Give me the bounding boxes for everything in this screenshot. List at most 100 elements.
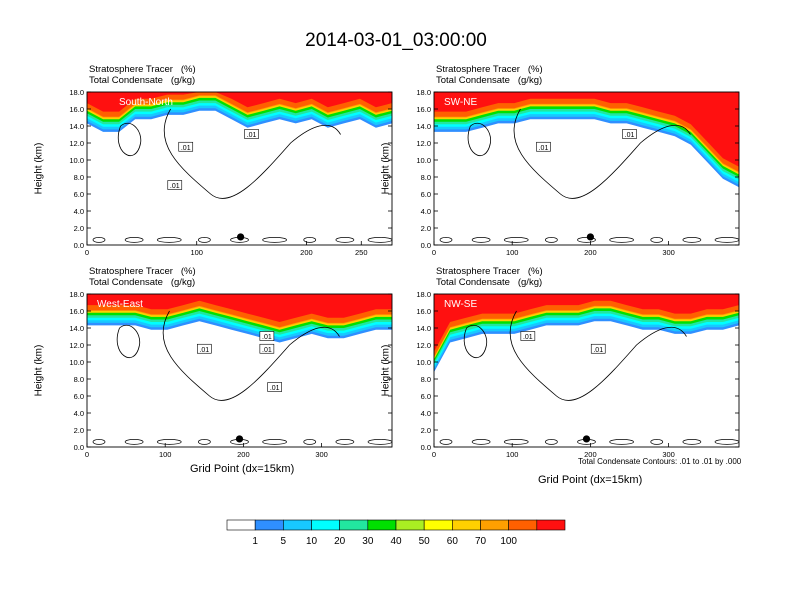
- y-tick-label: 16.0: [69, 307, 84, 316]
- x-tick-label: 0: [432, 248, 436, 257]
- x-tick-label: 100: [506, 450, 519, 459]
- y-tick-label: 18.0: [69, 88, 84, 97]
- plot-area: .01 .01 .01 0.0 2.0 4.0 6.0 8.0 10.0 12.0 14.0 16.0…: [69, 88, 393, 257]
- condensate-contour: [682, 237, 702, 243]
- contour-label: .01: [262, 347, 272, 354]
- contour-label-box: [244, 129, 259, 139]
- x-tick-label: 200: [300, 248, 313, 257]
- colorbar-swatch: [339, 519, 369, 531]
- condensate-contour: [503, 439, 529, 445]
- figure-title: 2014-03-01_03:00:00: [305, 30, 487, 51]
- x-tick-label: 300: [662, 248, 675, 257]
- plot-area: .01 .01 .01 .01 0.0 2.0 4.0 6.0 8.0 10.0 12.0 14.0 1…: [69, 290, 393, 459]
- y-axis-label: Height (km): [380, 344, 392, 396]
- condensate-contour: [262, 237, 287, 243]
- colorbar: 1 5 10 20 30 40 50 60 70 100: [226, 519, 566, 547]
- y-tick-label: 12.0: [69, 139, 84, 148]
- x-tick-label: 100: [159, 450, 172, 459]
- x-tick-label: 200: [584, 248, 597, 257]
- contour-label-box: [590, 343, 606, 354]
- panel-south-north: Stratosphere Tracer (%) Total Condensate …: [33, 64, 393, 257]
- y-tick-label: 14.0: [416, 122, 431, 131]
- cross-section-name: West-East: [97, 299, 143, 310]
- condensate-contour: [650, 439, 664, 445]
- y-tick-label: 8.0: [421, 375, 431, 384]
- contour-label-box: [520, 331, 536, 341]
- condensate-contour: [92, 237, 106, 243]
- cross-section-name: SW-NE: [444, 97, 477, 108]
- y-tick-label: 4.0: [74, 207, 84, 216]
- colorbar-label: 30: [362, 536, 374, 547]
- plot-frame: [433, 293, 740, 448]
- plot-area: .01 .01 0.0 2.0 4.0 6.0 8.0 10.0 12.0 14.0 16.0 18.…: [416, 290, 740, 459]
- condensate-contour: [714, 237, 740, 243]
- location-marker: [236, 233, 245, 241]
- colorbar-swatch: [395, 519, 425, 531]
- y-tick-label: 0.0: [421, 443, 431, 452]
- location-marker: [586, 233, 595, 241]
- colorbar-label: 40: [390, 536, 402, 547]
- condensate-contour: [463, 324, 488, 358]
- location-marker: [582, 435, 591, 443]
- condensate-contour: [503, 237, 529, 243]
- contour-label-box: [197, 343, 212, 354]
- contour-label: .01: [170, 183, 180, 190]
- panel-title-condensate: Total Condensate (g/kg): [436, 277, 543, 288]
- x-tick-label: 200: [237, 450, 250, 459]
- y-tick-label: 4.0: [421, 409, 431, 418]
- plot-group: .01 .01 .01 .01 0.0 2.0 4.0 6.0 8.0 10.0 12.0 14.0 1…: [69, 290, 393, 459]
- panel-title-condensate: Total Condensate (g/kg): [89, 75, 196, 86]
- contour-label: .01: [539, 145, 549, 152]
- plot-frame: [86, 293, 393, 448]
- colorbar-label: 1: [252, 536, 258, 547]
- condensate-contour: [124, 237, 144, 243]
- colorbar-swatch: [508, 519, 538, 531]
- contour-note: Total Condensate Contours: .01 to .01 by…: [578, 457, 742, 466]
- y-tick-label: 18.0: [69, 290, 84, 299]
- condensate-contour: [471, 439, 491, 445]
- contour-label: .01: [247, 132, 257, 139]
- contour-label: .01: [523, 334, 533, 341]
- y-tick-label: 14.0: [416, 324, 431, 333]
- condensate-contour: [471, 237, 491, 243]
- location-marker: [235, 435, 244, 443]
- plot-frame: [433, 91, 740, 246]
- y-axis-label: Height (km): [380, 142, 392, 194]
- x-tick-label: 0: [432, 450, 436, 459]
- contour-label-box: [267, 382, 282, 392]
- plot-frame: [86, 91, 393, 246]
- panel-title-tracer: Stratosphere Tracer (%): [436, 266, 543, 277]
- y-tick-label: 0.0: [421, 241, 431, 250]
- y-tick-label: 6.0: [74, 190, 84, 199]
- tracer-band: [87, 294, 392, 322]
- contour-label: .01: [593, 347, 603, 354]
- x-tick-label: 0: [85, 248, 89, 257]
- contour-label-box: [622, 129, 637, 139]
- condensate-contour: [163, 108, 341, 199]
- condensate-contour: [439, 237, 453, 243]
- colorbar-swatch: [254, 519, 284, 531]
- colorbar-swatch: [311, 519, 340, 531]
- y-tick-label: 12.0: [416, 341, 431, 350]
- colorbar-label: 100: [500, 536, 517, 547]
- x-tick-label: 100: [190, 248, 203, 257]
- x-tick-label: 300: [662, 450, 675, 459]
- contour-label: .01: [262, 334, 272, 341]
- contour-label-box: [259, 343, 275, 354]
- y-tick-label: 10.0: [416, 156, 431, 165]
- panel-title-tracer: Stratosphere Tracer (%): [89, 266, 196, 277]
- x-tick-label: 100: [506, 248, 519, 257]
- condensate-contour: [117, 122, 142, 156]
- condensate-contour: [545, 237, 558, 243]
- cross-section-name: South-North: [119, 97, 173, 108]
- colorbar-swatch: [367, 519, 397, 531]
- colorbar-label: 10: [306, 536, 318, 547]
- y-axis-label: Height (km): [33, 142, 45, 194]
- condensate-contour: [367, 237, 393, 243]
- plot-group: .01 .01 .01 0.0 2.0 4.0 6.0 8.0 10.0 12.0 14.0 16.0…: [69, 88, 393, 257]
- panel-nw-se: Stratosphere Tracer (%) Total Condensate …: [380, 266, 740, 459]
- condensate-contour: [545, 439, 558, 445]
- y-tick-label: 16.0: [416, 307, 431, 316]
- condensate-contour: [116, 324, 141, 358]
- condensate-contour: [156, 439, 182, 445]
